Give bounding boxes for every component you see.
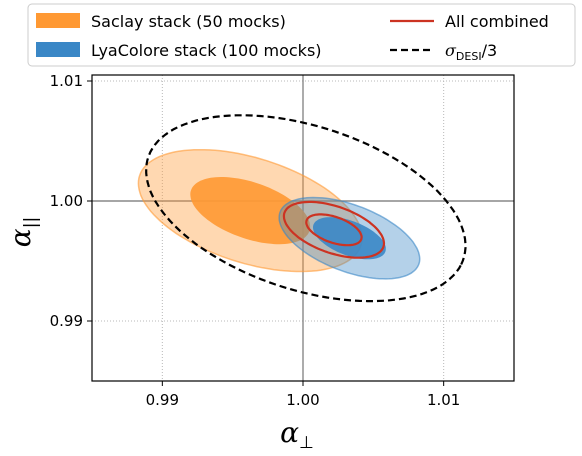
y-axis-ticks: 0.99 1.00 1.01 xyxy=(50,72,92,330)
legend-label-desi-sub: DESI xyxy=(456,50,482,63)
saclay-contour-inner xyxy=(190,177,311,245)
lyacolore-contour-inner xyxy=(313,217,386,260)
y-axis-label-sub: || xyxy=(21,217,41,228)
desi-dashed-ellipse xyxy=(145,114,467,303)
legend-swatch-saclay xyxy=(36,13,80,28)
combined-contour-outer xyxy=(282,200,386,259)
y-tick-label-2: 1.01 xyxy=(50,72,83,90)
legend: Saclay stack (50 mocks) LyaColore stack … xyxy=(27,3,576,67)
y-tick-label-1: 1.00 xyxy=(50,192,83,210)
legend-label-lyacolore: LyaColore stack (100 mocks) xyxy=(91,41,322,60)
contours xyxy=(137,114,467,303)
x-axis-label-sub: ⊥ xyxy=(299,433,314,453)
combined-contour-inner xyxy=(305,213,363,247)
x-axis-label-main: α xyxy=(280,416,299,449)
legend-label-saclay: Saclay stack (50 mocks) xyxy=(91,12,286,31)
y-tick-label-0: 0.99 xyxy=(50,312,83,330)
legend-label-desi-tail: /3 xyxy=(482,41,498,60)
legend-label-combined: All combined xyxy=(445,12,549,31)
y-axis-label-main: α xyxy=(4,228,37,247)
legend-swatch-lyacolore xyxy=(36,42,80,57)
x-axis-ticks: 0.99 1.00 1.01 xyxy=(146,381,460,409)
x-tick-label-2: 1.01 xyxy=(427,391,460,409)
x-tick-label-1: 1.00 xyxy=(286,391,319,409)
x-axis-label: α⊥ xyxy=(280,416,314,453)
legend-box xyxy=(27,3,576,67)
legend-label-desi: σDESI/3 xyxy=(445,41,497,63)
y-axis-label: α|| xyxy=(4,217,41,247)
x-tick-label-0: 0.99 xyxy=(146,391,179,409)
legend-label-desi-main: σ xyxy=(445,41,457,60)
